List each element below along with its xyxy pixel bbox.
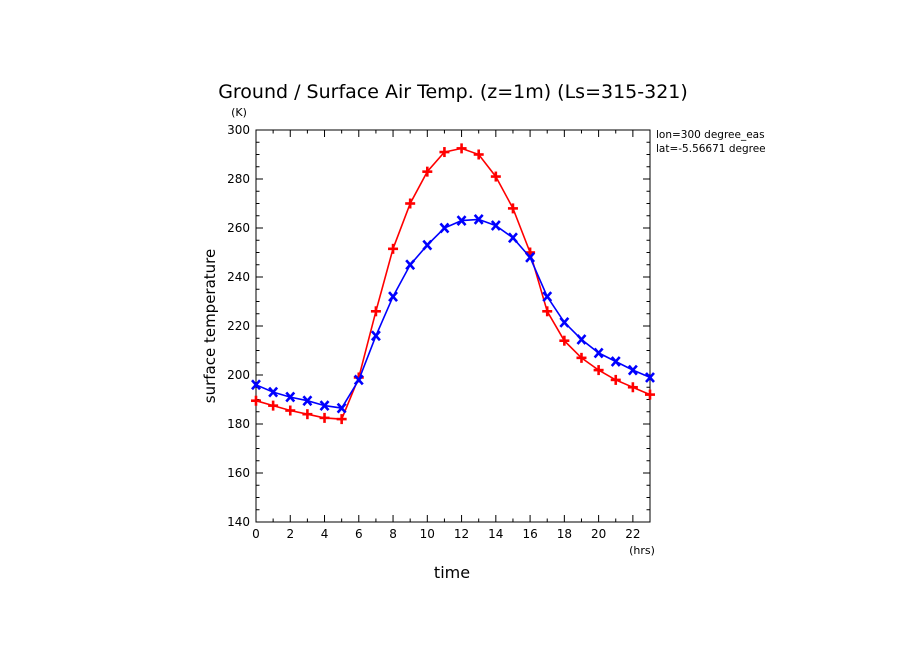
data-point [251, 395, 261, 406]
data-point [525, 252, 536, 263]
data-point [268, 386, 279, 398]
y-tick-label: 260 [227, 221, 250, 235]
annotation-lat: lat=-5.56671 degree [656, 143, 766, 155]
data-point [285, 405, 296, 416]
data-point [319, 412, 330, 423]
x-tick-label: 22 [625, 527, 640, 541]
x-tick-label: 14 [488, 527, 503, 541]
series-line-1 [255, 218, 651, 409]
y-tick-label: 160 [227, 466, 250, 480]
data-point [422, 239, 433, 251]
y-tick-label: 300 [227, 123, 250, 137]
data-point [439, 222, 450, 234]
data-point [559, 335, 570, 346]
data-point [593, 365, 604, 376]
y-tick-label: 240 [227, 270, 250, 284]
data-point [422, 166, 433, 177]
y-axis-label: surface temperature [201, 249, 219, 404]
x-tick-label: 8 [389, 527, 397, 541]
data-point [610, 374, 621, 385]
data-point [353, 374, 364, 386]
x-tick-label: 2 [286, 527, 294, 541]
data-point [627, 382, 638, 393]
x-tick-label: 10 [420, 527, 435, 541]
data-point [336, 402, 347, 414]
series-layer [251, 143, 655, 425]
data-point [405, 198, 416, 209]
data-point [593, 347, 604, 359]
data-point [645, 389, 655, 400]
data-point [490, 220, 501, 231]
data-point [456, 143, 467, 154]
y-tick-label: 280 [227, 172, 250, 186]
x-tick-label: 12 [454, 527, 469, 541]
data-point [302, 409, 313, 420]
data-point [336, 414, 347, 425]
data-point [576, 334, 587, 345]
data-point [559, 316, 570, 328]
plot-frame [255, 129, 651, 523]
y-tick-label: 140 [227, 515, 250, 529]
data-point [610, 356, 621, 367]
x-unit-label: (hrs) [629, 544, 655, 557]
data-point [370, 330, 381, 342]
data-point [302, 395, 313, 407]
y-tick-label: 180 [227, 417, 250, 431]
data-point [542, 291, 553, 302]
x-tick-label: 0 [252, 527, 260, 541]
y-tick-label: 200 [227, 368, 250, 382]
data-point [473, 149, 484, 160]
x-tick-label: 16 [522, 527, 537, 541]
data-point [507, 203, 518, 214]
chart-title: Ground / Surface Air Temp. (z=1m) (Ls=31… [218, 81, 688, 103]
x-axis-label: time [434, 563, 470, 582]
data-point [405, 259, 416, 271]
data-point [542, 306, 553, 317]
x-tick-label: 18 [557, 527, 572, 541]
x-tick-label: 6 [355, 527, 363, 541]
data-point [645, 372, 655, 383]
y-unit-label: (K) [231, 106, 247, 119]
data-point [473, 214, 484, 225]
data-point [439, 147, 450, 158]
data-point [319, 400, 330, 411]
data-point [370, 306, 381, 317]
data-point [251, 379, 261, 391]
data-point [285, 391, 296, 403]
data-point [456, 215, 467, 227]
data-point [627, 364, 638, 376]
data-point [268, 400, 279, 411]
y-tick-label: 220 [227, 319, 250, 333]
series-line-0 [255, 147, 651, 420]
data-point [388, 291, 399, 302]
data-point [576, 352, 587, 363]
data-point [388, 243, 399, 254]
x-tick-label: 20 [591, 527, 606, 541]
x-tick-label: 4 [321, 527, 329, 541]
axis-ticks: 140 160 180 200 220 240 260 280 300 0 2 4 6 8 10 12 14 16… [227, 123, 651, 541]
data-point [507, 232, 518, 244]
annotation-lon: lon=300 degree_eas [656, 129, 765, 141]
data-point [490, 171, 501, 182]
